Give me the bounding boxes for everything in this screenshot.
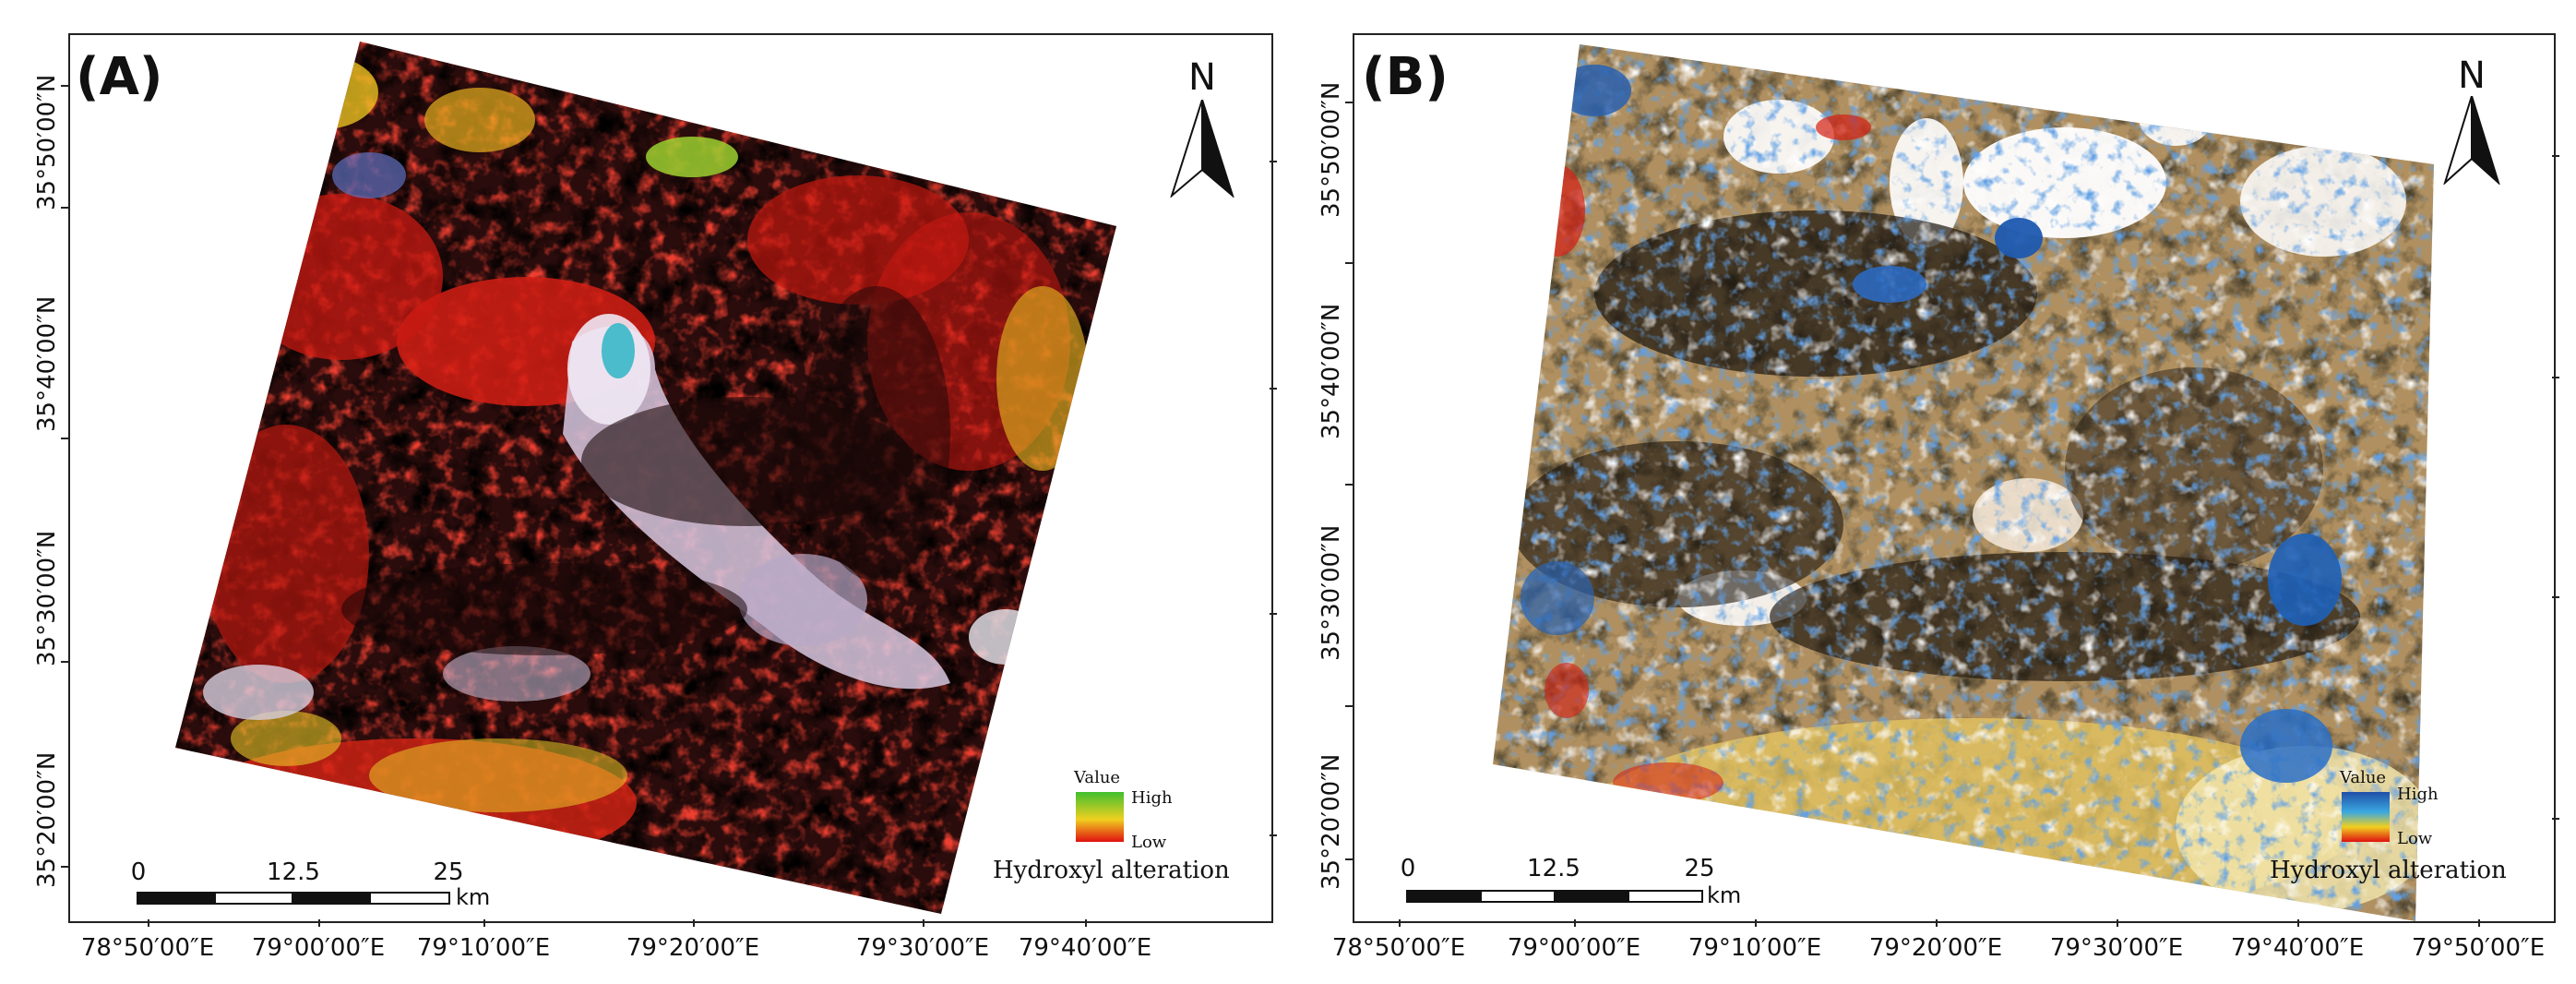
- longitude-label: 78°50′00″E: [1331, 934, 1466, 962]
- scale-segment: [1628, 890, 1703, 903]
- legend: Value High Low Hydroxyl alteration: [993, 768, 1230, 888]
- scale-tick-label: 0: [1400, 855, 1416, 882]
- latitude-label: 35°40′00″N: [1318, 303, 1345, 439]
- tick-mark: [2552, 155, 2559, 157]
- tick-mark: [1345, 484, 1353, 486]
- tick-mark: [693, 919, 695, 927]
- panel-b: (B) 35°50′00″N 35°40′00″N 35°30′00″N 35°…: [1288, 0, 2576, 984]
- tick-mark: [2552, 818, 2559, 820]
- tick-mark: [2478, 919, 2480, 927]
- tick-mark: [1936, 919, 1938, 927]
- legend-low-label: Low: [2397, 829, 2433, 848]
- tick-mark: [1574, 919, 1576, 927]
- latitude-label: 35°30′00″N: [1318, 524, 1345, 661]
- tick-mark: [923, 919, 924, 927]
- panel-a: (A) 35°50′00″N 35°40′00″N 35°30′00″N 35°…: [33, 33, 1277, 962]
- legend-color-ramp: [1076, 792, 1124, 842]
- scale-unit: km: [456, 884, 491, 910]
- scale-tick-label: 25: [1684, 855, 1715, 882]
- tick-mark: [1345, 705, 1353, 707]
- tick-mark: [1270, 834, 1277, 836]
- scale-segment: [1554, 890, 1629, 903]
- scale-segment: [1480, 890, 1556, 903]
- legend-color-ramp: [2342, 792, 2390, 842]
- tick-mark: [2552, 596, 2559, 598]
- scale-segment: [292, 892, 371, 905]
- longitude-label: 78°50′00″E: [80, 934, 215, 962]
- tick-mark: [1270, 613, 1277, 615]
- longitude-label: 79°30′00″E: [855, 934, 990, 962]
- longitude-label: 79°50′00″E: [2411, 934, 2546, 962]
- longitude-label: 79°00′00″E: [251, 934, 386, 962]
- latitude-label: 35°50′00″N: [1318, 81, 1345, 218]
- scale-tick-label: 0: [130, 858, 147, 886]
- longitude-label: 79°40′00″E: [1018, 934, 1152, 962]
- longitude-label: 79°00′00″E: [1507, 934, 1641, 962]
- tick-mark: [1085, 919, 1087, 927]
- legend-low-label: Low: [1131, 833, 1167, 852]
- tick-mark: [1270, 161, 1277, 162]
- scale-unit: km: [1707, 882, 1742, 908]
- latitude-label: 35°30′00″N: [33, 530, 61, 666]
- latitude-label: 35°20′00″N: [33, 751, 61, 888]
- tick-mark: [2552, 377, 2559, 378]
- legend-high-label: High: [1131, 788, 1173, 808]
- legend: Value High Low Hydroxyl alteration: [2270, 768, 2507, 888]
- tick-mark: [61, 438, 68, 439]
- tick-mark: [483, 919, 485, 927]
- longitude-label: 79°20′00″E: [1868, 934, 2003, 962]
- legend-caption: Hydroxyl alteration: [993, 857, 1230, 884]
- tick-mark: [61, 207, 68, 209]
- scale-segment: [1406, 890, 1482, 903]
- north-label: N: [2458, 54, 2486, 97]
- tick-mark: [61, 866, 68, 868]
- satellite-image-b: [1493, 44, 2434, 921]
- latitude-label: 35°50′00″N: [33, 74, 61, 210]
- longitude-label: 79°10′00″E: [1688, 934, 1822, 962]
- panel-label: (B): [1362, 47, 1449, 107]
- tick-mark: [2297, 919, 2299, 927]
- north-arrow-icon: [1170, 100, 1234, 198]
- scale-tick-label: 25: [433, 858, 464, 886]
- tick-mark: [1345, 262, 1353, 264]
- scale-bar: 0 12.5 25 km: [1401, 855, 1747, 908]
- tick-mark: [1345, 102, 1353, 103]
- tick-mark: [61, 85, 68, 87]
- scale-segment: [137, 892, 216, 905]
- tick-mark: [1755, 919, 1757, 927]
- north-arrow-icon: [2443, 96, 2500, 185]
- scale-tick-label: 12.5: [1527, 855, 1580, 882]
- longitude-label: 79°10′00″E: [416, 934, 551, 962]
- scale-segment: [214, 892, 293, 905]
- tick-mark: [1399, 919, 1401, 927]
- legend-title: Value: [1074, 768, 1121, 787]
- north-label: N: [1188, 56, 1216, 99]
- scale-tick-label: 12.5: [267, 858, 320, 886]
- legend-high-label: High: [2397, 785, 2439, 804]
- satellite-image-a: [175, 42, 1116, 914]
- scale-segment: [369, 892, 450, 905]
- tick-mark: [2117, 919, 2118, 927]
- tick-mark: [1270, 388, 1277, 390]
- north-arrow: N: [2441, 57, 2502, 186]
- legend-caption: Hydroxyl alteration: [2270, 857, 2507, 884]
- legend-title: Value: [2340, 768, 2387, 787]
- longitude-label: 79°20′00″E: [626, 934, 760, 962]
- north-arrow: N: [1168, 59, 1236, 198]
- longitude-label: 79°30′00″E: [2049, 934, 2184, 962]
- longitude-label: 79°40′00″E: [2230, 934, 2365, 962]
- scale-bar: 0 12.5 25 km: [131, 858, 491, 910]
- tick-mark: [1345, 858, 1353, 860]
- tick-mark: [61, 661, 68, 663]
- latitude-label: 35°40′00″N: [33, 295, 61, 432]
- panel-label: (A): [76, 47, 163, 107]
- latitude-label: 35°20′00″N: [1318, 753, 1345, 890]
- tick-mark: [148, 919, 149, 927]
- tick-mark: [318, 919, 320, 927]
